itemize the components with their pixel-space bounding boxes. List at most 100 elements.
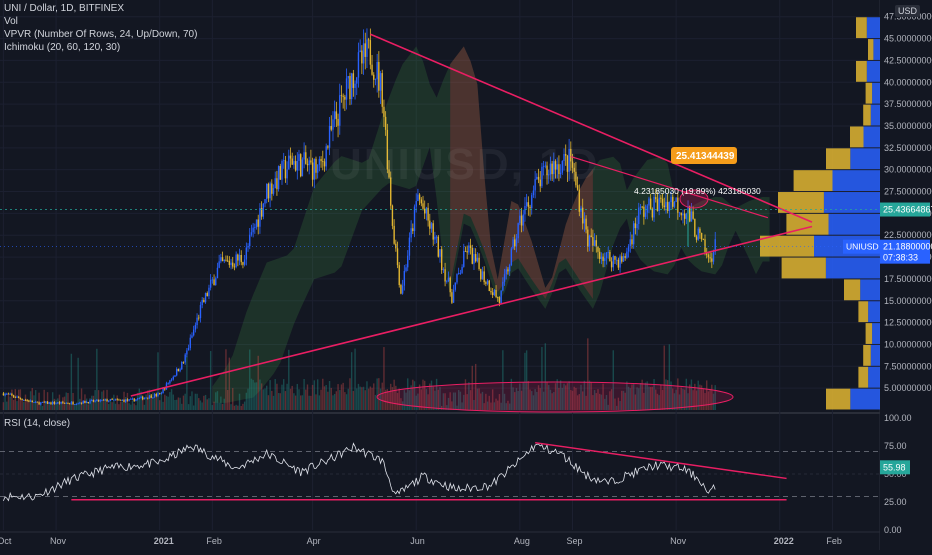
volume-bar	[259, 379, 261, 410]
volume-bar	[356, 388, 358, 410]
candle-body	[634, 223, 637, 229]
candle-body	[386, 129, 389, 170]
candle-body	[356, 77, 358, 84]
candle-body	[328, 125, 331, 148]
volume-bar	[588, 380, 591, 410]
volume-bar	[184, 393, 186, 410]
volume-bar	[612, 350, 614, 410]
candle-body	[75, 404, 78, 405]
candle-body	[126, 399, 129, 401]
volume-bar	[9, 396, 11, 410]
candle-body	[322, 161, 324, 162]
candle-body	[396, 248, 399, 266]
volume-bar	[135, 405, 137, 410]
volume-bar	[687, 393, 689, 410]
candle-body	[70, 402, 73, 404]
candle-body	[548, 174, 550, 176]
candle-body	[641, 206, 643, 208]
candle-body	[6, 393, 8, 395]
volume-bar	[593, 390, 596, 410]
candle-body	[308, 160, 310, 166]
volume-bar	[422, 379, 424, 410]
candle-body	[514, 239, 516, 247]
volume-bar	[7, 393, 10, 410]
volume-bar	[617, 397, 620, 410]
candle-body	[653, 197, 655, 218]
legend-volume[interactable]: Vol	[4, 16, 18, 27]
price-tick-label: 42.50000000	[884, 55, 932, 65]
candle-body	[373, 74, 375, 80]
candle-body	[658, 197, 660, 211]
candle-body	[133, 398, 135, 402]
volume-bar	[199, 400, 202, 410]
candle-body	[683, 213, 686, 219]
vpvr-up-bar	[872, 323, 880, 344]
candle-body	[362, 43, 365, 64]
candle-body	[305, 152, 307, 164]
volume-bar	[424, 380, 426, 410]
candle-body	[344, 96, 346, 100]
volume-bar	[315, 394, 317, 410]
volume-bar	[457, 390, 460, 410]
candle-body	[663, 205, 665, 208]
candle-body	[211, 279, 214, 281]
candle-body	[45, 401, 47, 403]
time-axis[interactable]: Oct Nov 2021 Feb Apr Jun Aug Sep Nov 2022 Feb	[0, 536, 842, 546]
candle-body	[627, 246, 630, 252]
volume-bar	[274, 379, 276, 410]
volume-bar	[510, 378, 513, 410]
candle-body	[40, 402, 42, 405]
volume-bar	[430, 380, 433, 410]
volume-bar	[277, 393, 280, 410]
volume-bar	[514, 392, 516, 410]
legend-ichimoku[interactable]: Ichimoku (20, 60, 120, 30)	[4, 42, 121, 53]
volume-bar	[142, 398, 144, 410]
volume-bar	[464, 379, 467, 410]
volume-bar	[463, 394, 465, 410]
candle-body	[401, 285, 404, 294]
currency-badge[interactable]: USD	[895, 5, 921, 17]
rsi-legend[interactable]: RSI (14, close)	[4, 418, 71, 429]
candle-body	[376, 62, 378, 80]
candle-body	[672, 196, 674, 207]
vpvr-down-bar	[844, 279, 861, 301]
volume-bar	[31, 388, 33, 410]
volume-bar	[235, 404, 237, 410]
candle-body	[388, 169, 390, 178]
legend-vpvr[interactable]: VPVR (Number Of Rows, 24, Up/Down, 70)	[4, 29, 198, 40]
candle-body	[170, 379, 173, 381]
volume-bar	[162, 401, 164, 410]
candle-body	[556, 164, 558, 170]
candle-body	[554, 161, 557, 170]
candle-body	[549, 163, 552, 175]
candle-body	[636, 224, 638, 229]
volume-bar	[276, 383, 278, 410]
candle-body	[223, 259, 225, 262]
volume-bar	[181, 403, 183, 410]
volume-bar	[196, 393, 198, 410]
volume-bar	[566, 383, 569, 410]
candle-body	[325, 146, 327, 167]
volume-bar	[366, 381, 368, 410]
trendline-drawings[interactable]	[0, 33, 880, 413]
candle-body	[631, 239, 633, 245]
legend-symbol[interactable]: UNI / Dollar, 1D, BITFINEX	[4, 3, 125, 14]
volume-bar	[390, 383, 392, 410]
volume-bar	[619, 401, 621, 410]
volume-bar	[225, 349, 227, 410]
volume-bar	[254, 382, 256, 410]
candle-body	[432, 223, 434, 240]
candle-body	[294, 161, 297, 171]
rsi-tick-label: 100.00	[884, 413, 912, 423]
candle-body	[259, 208, 261, 227]
candle-body	[26, 400, 28, 401]
candle-body	[296, 160, 298, 171]
volume-bar	[74, 404, 76, 410]
volume-bar	[75, 402, 78, 410]
candle-body	[316, 164, 319, 173]
candle-body	[364, 43, 366, 57]
time-tick-label: Jun	[410, 536, 425, 546]
volume-bar	[502, 350, 504, 410]
